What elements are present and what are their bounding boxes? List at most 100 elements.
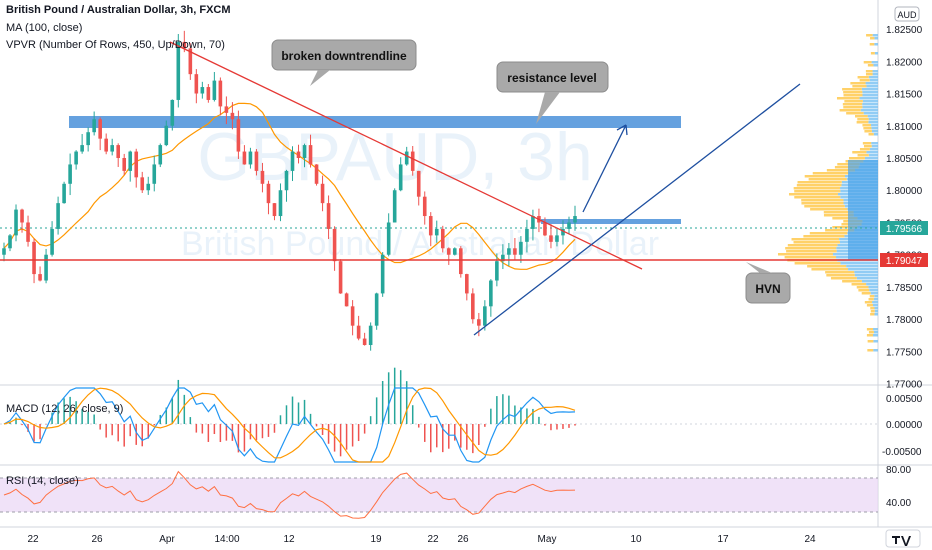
candle-body (308, 145, 313, 165)
vpvr-row (867, 115, 878, 118)
vpvr-row (874, 43, 878, 46)
vpvr-row (871, 142, 878, 145)
vpvr-row (873, 304, 878, 307)
candle-body (86, 132, 90, 146)
vpvr-row (862, 91, 878, 94)
vpvr-row (866, 328, 874, 331)
candle-body (98, 119, 102, 139)
candle-body (452, 248, 457, 255)
vpvr-row (826, 274, 855, 277)
time-axis[interactable]: 22 26 Apr 14:00 12 19 22 26 May 10 17 24 (27, 534, 816, 545)
candle-body (104, 138, 108, 152)
vpvr-row (804, 205, 845, 208)
vpvr-row (856, 286, 869, 289)
candle-body (44, 254, 48, 281)
price-axis[interactable]: 1.82500 1.82000 1.81500 1.81000 1.80500 1.800… (886, 25, 923, 391)
vpvr-row (864, 130, 872, 133)
callout-resistance[interactable]: resistance level (496, 61, 609, 124)
candle-body (176, 41, 181, 100)
vpvr-row (801, 202, 844, 205)
rsi-tick-1: 40.00 (886, 498, 911, 509)
vpvr-row (870, 307, 875, 310)
vpvr-row (870, 52, 875, 55)
legend-rsi[interactable]: RSI (14, close) (6, 475, 79, 487)
currency-badge[interactable]: AUD (894, 6, 920, 22)
vpvr-value-area (848, 160, 878, 260)
vpvr-row (865, 70, 873, 73)
macd-line (3, 387, 576, 463)
vpvr-row (872, 73, 878, 76)
price-pane (0, 0, 878, 385)
candle-body (422, 196, 427, 217)
vpvr-row (862, 94, 878, 97)
candle-body (495, 261, 499, 281)
vpvr-row (872, 301, 878, 304)
legend-vpvr[interactable]: VPVR (Number Of Rows, 450, Up/Down, 70) (6, 39, 225, 51)
price-tick-4: 1.80500 (886, 154, 923, 165)
vpvr-row (870, 292, 878, 295)
candle-body (398, 164, 403, 191)
legend-ma[interactable]: MA (100, close) (6, 22, 83, 34)
resistance-zone[interactable] (69, 116, 681, 128)
vpvr-row (856, 277, 878, 280)
vpvr-row (823, 211, 854, 214)
candle-body (248, 151, 253, 165)
vpvr-row (874, 37, 878, 40)
vpvr-row (851, 283, 867, 286)
vpvr-row (869, 148, 878, 151)
time-tick-0: 22 (27, 534, 39, 545)
candle-body (92, 119, 96, 133)
vpvr-row (810, 208, 848, 211)
price-tick-8: 1.78500 (886, 283, 923, 294)
vpvr-row (874, 52, 878, 55)
vpvr-row (870, 37, 875, 40)
time-tick-1: 26 (91, 534, 103, 545)
vpvr-row (868, 298, 874, 301)
vpvr-row (826, 169, 855, 172)
vpvr-row (862, 124, 872, 127)
candle-body (200, 87, 205, 94)
vpvr-row (834, 166, 859, 169)
candle-body (254, 151, 259, 171)
candle-body (555, 235, 559, 242)
vpvr-row (869, 43, 875, 46)
candle-body (170, 99, 175, 126)
candle-body (549, 235, 553, 242)
projection-arrow[interactable] (582, 124, 627, 213)
price-tick-1: 1.82000 (886, 57, 923, 68)
callout-downtrend[interactable]: broken downtrendline (271, 39, 417, 86)
candle-body (302, 145, 307, 158)
vpvr-row (850, 82, 866, 85)
vpvr-row (863, 127, 872, 130)
candle-body (266, 183, 271, 204)
rsi-band (0, 478, 878, 512)
vpvr-row (836, 97, 860, 100)
vpvr-row (811, 268, 849, 271)
vpvr-row (865, 82, 878, 85)
vpvr-row (842, 280, 862, 283)
vpvr-row (859, 97, 878, 100)
vpvr-row (862, 106, 878, 109)
vpvr-row (794, 190, 841, 193)
vpvr-row (825, 229, 855, 232)
vpvr-row (855, 115, 868, 118)
downtrend-line[interactable] (169, 41, 643, 270)
candle-body (573, 216, 577, 223)
vpvr-row (873, 133, 878, 136)
time-tick-10: 17 (717, 534, 729, 545)
candle-body (465, 274, 469, 294)
candle-body (392, 190, 397, 223)
candle-body (20, 209, 24, 223)
uptrend-line[interactable] (473, 83, 801, 336)
tradingview-logo-icon[interactable] (885, 529, 921, 548)
chart-title[interactable]: British Pound / Australian Dollar, 3h, F… (6, 4, 231, 16)
callout-hvn[interactable]: HVN (745, 262, 791, 304)
vpvr-row (839, 109, 861, 112)
candle-body (146, 183, 151, 191)
candle-body (194, 74, 199, 94)
small-resistance-zone[interactable] (541, 219, 681, 224)
legend-macd[interactable]: MACD (12, 26, close, 9) (6, 403, 124, 415)
candle-body (32, 241, 36, 275)
candle-body (290, 151, 295, 171)
